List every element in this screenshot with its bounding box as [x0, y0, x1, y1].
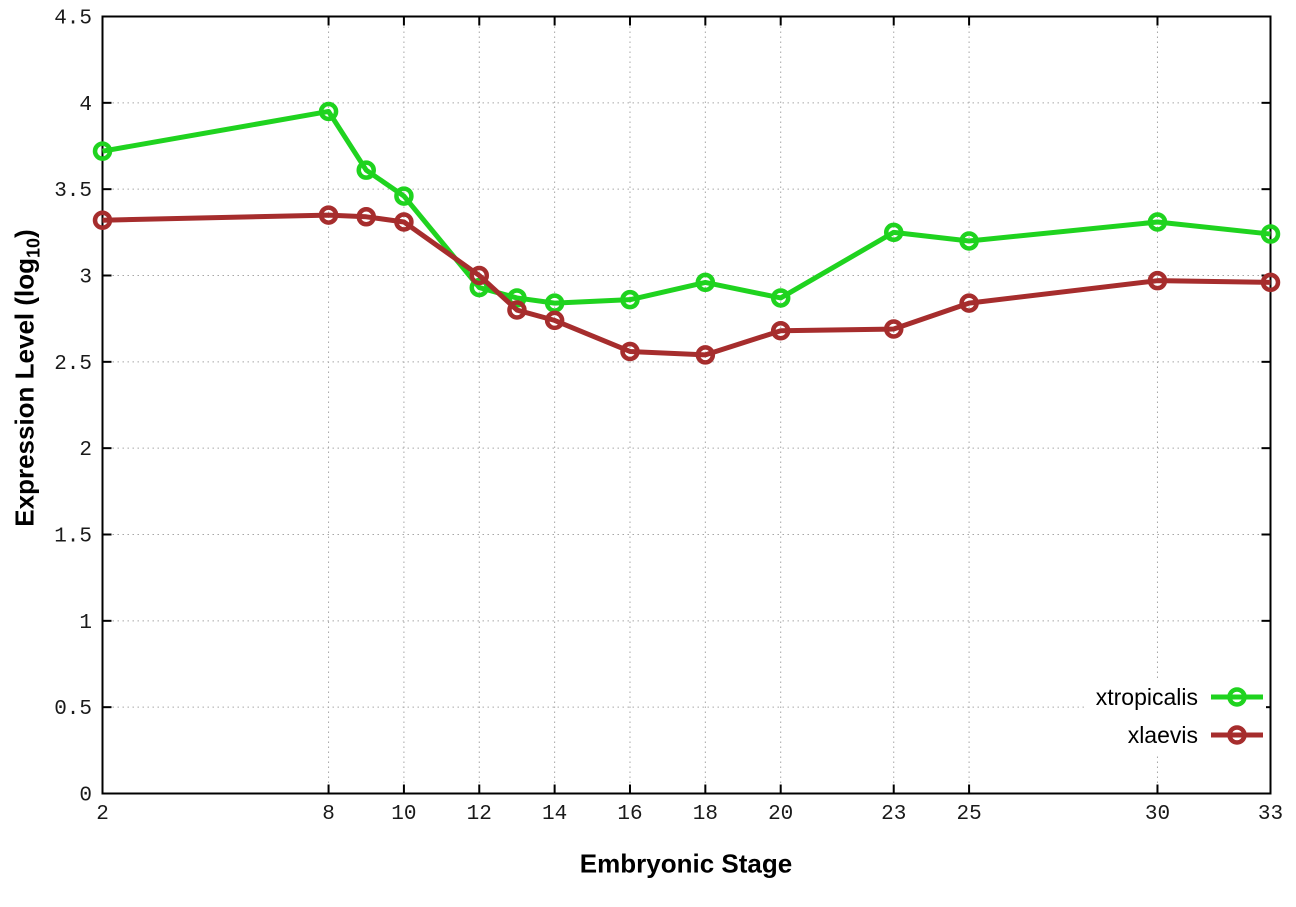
data-point-xlaevis — [507, 300, 527, 320]
data-point-xlaevis — [356, 207, 376, 227]
x-tick-label: 30 — [1145, 803, 1170, 826]
data-point-xtropicalis — [883, 222, 904, 243]
data-point-xtropicalis — [620, 289, 640, 310]
data-point-xlaevis — [883, 319, 904, 339]
data-point-xlaevis — [620, 341, 640, 362]
data-point-xtropicalis — [394, 186, 414, 206]
data-point-xlaevis — [544, 310, 565, 331]
data-point-xlaevis — [1260, 272, 1281, 293]
x-axis-title: Embryonic Stage — [579, 848, 793, 879]
data-point-xlaevis — [695, 345, 716, 365]
data-point-xtropicalis — [92, 141, 113, 161]
data-point-xtropicalis — [356, 160, 376, 180]
x-tick-label: 2 — [96, 803, 109, 826]
data-point-xlaevis — [469, 265, 490, 286]
data-point-xlaevis — [318, 205, 339, 225]
legend-label-xlaevis: xlaevis — [1127, 721, 1198, 748]
legend-item-xlaevis: xlaevis — [1128, 716, 1266, 754]
x-tick-label: 8 — [322, 803, 335, 826]
data-point-xtropicalis — [469, 277, 490, 298]
data-point-xlaevis — [92, 210, 113, 230]
x-tick-label: 33 — [1258, 803, 1283, 826]
data-point-xtropicalis — [318, 101, 339, 122]
data-point-xtropicalis — [770, 288, 791, 308]
data-point-xtropicalis — [1147, 212, 1168, 232]
data-point-xlaevis — [959, 293, 979, 313]
data-point-xlaevis — [770, 321, 791, 341]
series-line-xtropicalis — [102, 108, 1271, 306]
data-point-xlaevis — [394, 212, 414, 232]
x-tick-label: 10 — [391, 803, 416, 826]
y-axis-title-close: ) — [9, 229, 40, 238]
y-tick-label: 4 — [79, 94, 92, 117]
legend: xtropicalis xlaevis — [1083, 678, 1266, 754]
x-tick-label: 16 — [617, 803, 642, 826]
y-tick-label: 1.5 — [54, 526, 92, 549]
legend-label-xtropicalis: xtropicalis — [1095, 683, 1198, 710]
y-tick-label: 0.5 — [54, 698, 92, 721]
legend-item-xtropicalis: xtropicalis — [1096, 678, 1266, 716]
y-tick-label: 0 — [79, 785, 92, 808]
y-tick-label: 2.5 — [54, 353, 92, 376]
x-tick-label: 20 — [768, 803, 793, 826]
data-point-xtropicalis — [959, 231, 979, 251]
plot-border — [101, 15, 1272, 795]
legend-marker-xtropicalis-icon — [1211, 687, 1263, 707]
x-tick-label: 12 — [467, 803, 492, 826]
y-axis-title-subscript: 10 — [23, 237, 44, 258]
y-tick-label: 3.5 — [54, 180, 92, 203]
y-tick-label: 1 — [79, 612, 92, 635]
y-axis-title-text: Expression Level (log — [9, 257, 40, 527]
data-point-xtropicalis — [1260, 224, 1281, 244]
y-axis-title: Expression Level (log10) — [9, 229, 44, 526]
x-tick-label: 18 — [693, 803, 718, 826]
x-tick-label: 14 — [542, 803, 567, 826]
x-tick-label: 23 — [881, 803, 906, 826]
x-tick-label: 25 — [956, 803, 981, 826]
y-tick-label: 3 — [79, 267, 92, 290]
data-point-xtropicalis — [544, 293, 565, 313]
data-point-xtropicalis — [507, 288, 527, 308]
y-tick-label: 4.5 — [54, 8, 92, 31]
data-point-xlaevis — [1147, 270, 1168, 291]
data-point-xtropicalis — [695, 272, 716, 293]
y-tick-label: 2 — [79, 439, 92, 462]
legend-marker-xlaevis-icon — [1211, 725, 1263, 745]
